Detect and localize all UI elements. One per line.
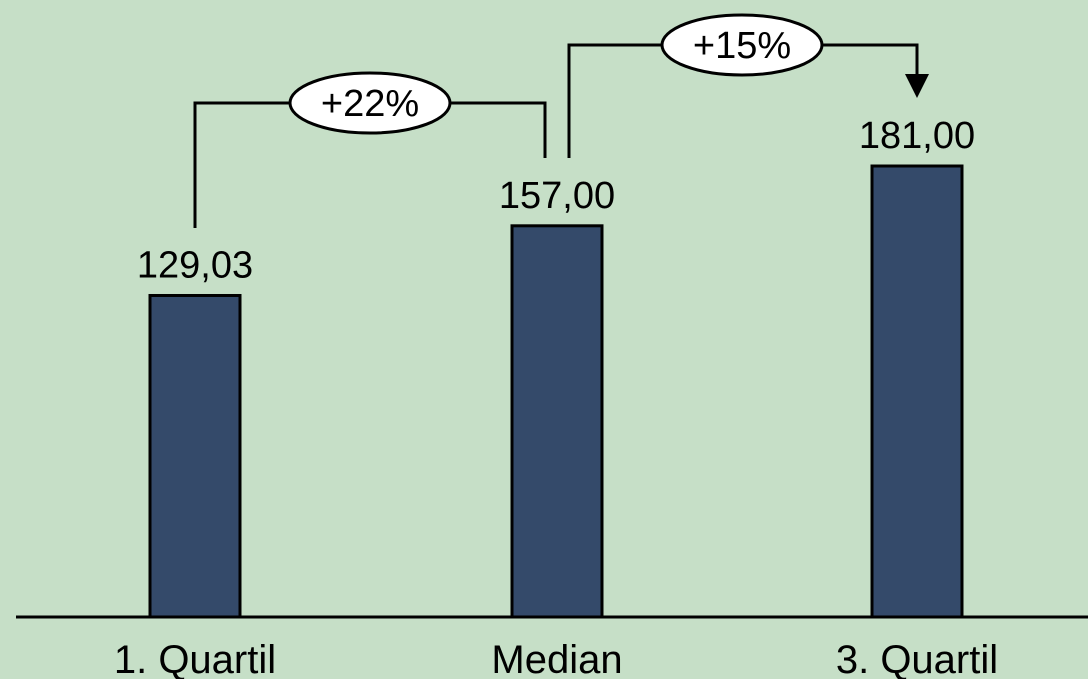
bar-median (510, 224, 604, 619)
value-label-1-quartil: 129,03 (137, 244, 253, 286)
bar-3-quartil (870, 164, 964, 619)
change-bubble-q1-median (288, 71, 452, 135)
labels-group: 129,03 1. Quartil 157,00 Median 181,00 3. Qua… (114, 115, 998, 679)
category-label-3-quartil: 3. Quartil (836, 638, 998, 679)
bar-1-quartil (148, 293, 242, 619)
value-label-3-quartil: 181,00 (859, 115, 975, 157)
category-label-median: Median (491, 638, 622, 679)
change-bubble-median-q3 (660, 13, 824, 77)
bars-group (148, 164, 964, 619)
category-label-1-quartil: 1. Quartil (114, 638, 276, 679)
change-label-median-q3: +15% (693, 25, 791, 67)
arrowhead-icon (905, 74, 929, 98)
value-label-median: 157,00 (499, 175, 615, 217)
change-label-q1-median: +22% (321, 83, 419, 125)
annotations-group: +22% +15% (193, 13, 929, 228)
